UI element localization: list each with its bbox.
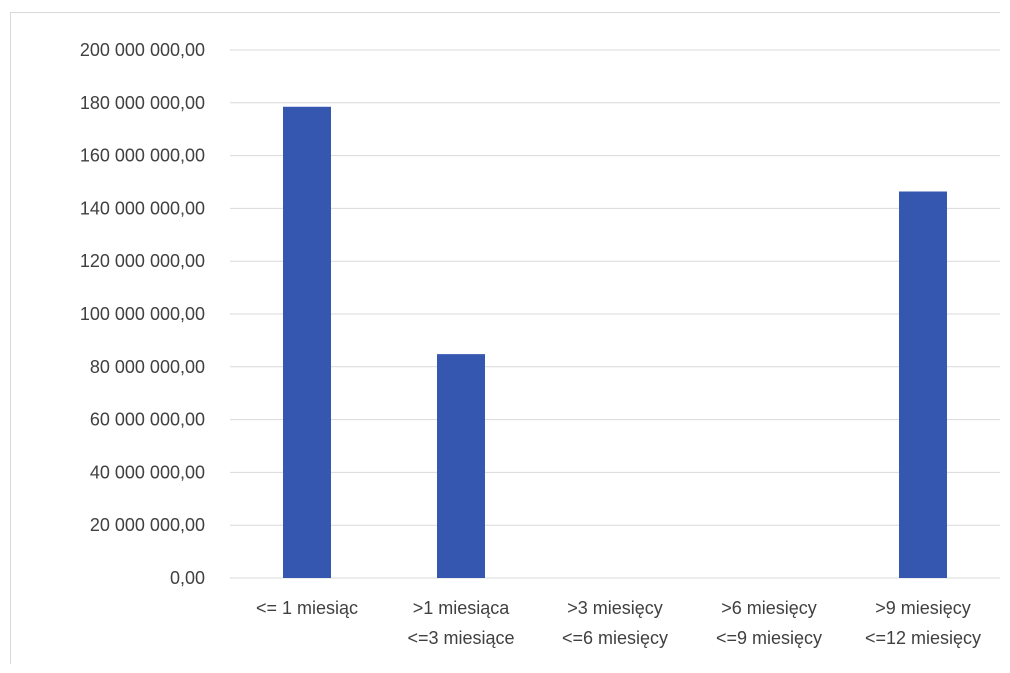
x-category-label: >6 miesięcy <=9 miesięcy — [716, 598, 822, 648]
x-category-label: <= 1 miesiąc — [256, 598, 358, 618]
y-tick-label: 80 000 000,00 — [90, 357, 205, 377]
y-tick-label: 0,00 — [170, 568, 205, 588]
y-axis-tick-labels: 0,00 20 000 000,00 40 000 000,00 60 000 000… — [80, 40, 205, 588]
y-tick-label: 60 000 000,00 — [90, 410, 205, 430]
y-tick-label: 40 000 000,00 — [90, 462, 205, 482]
bar — [283, 106, 331, 578]
bars — [283, 106, 947, 578]
y-tick-label: 100 000 000,00 — [80, 304, 205, 324]
y-tick-label: 160 000 000,00 — [80, 146, 205, 166]
x-category-label: >3 miesięcy <=6 miesięcy — [562, 598, 668, 648]
bar — [437, 354, 485, 578]
gridlines — [230, 49, 1000, 579]
bar — [899, 191, 947, 578]
y-tick-label: 140 000 000,00 — [80, 198, 205, 218]
y-tick-label: 200 000 000,00 — [80, 40, 205, 60]
x-axis-category-labels: <= 1 miesiąc >1 miesiąca <=3 miesiące >3 mi… — [256, 598, 981, 648]
x-category-label: >1 miesiąca <=3 miesiące — [407, 598, 514, 648]
y-tick-label: 180 000 000,00 — [80, 93, 205, 113]
y-tick-label: 120 000 000,00 — [80, 251, 205, 271]
chart-frame — [10, 12, 1000, 664]
y-tick-label: 20 000 000,00 — [90, 515, 205, 535]
x-category-label: >9 miesięcy <=12 miesięcy — [865, 598, 981, 648]
